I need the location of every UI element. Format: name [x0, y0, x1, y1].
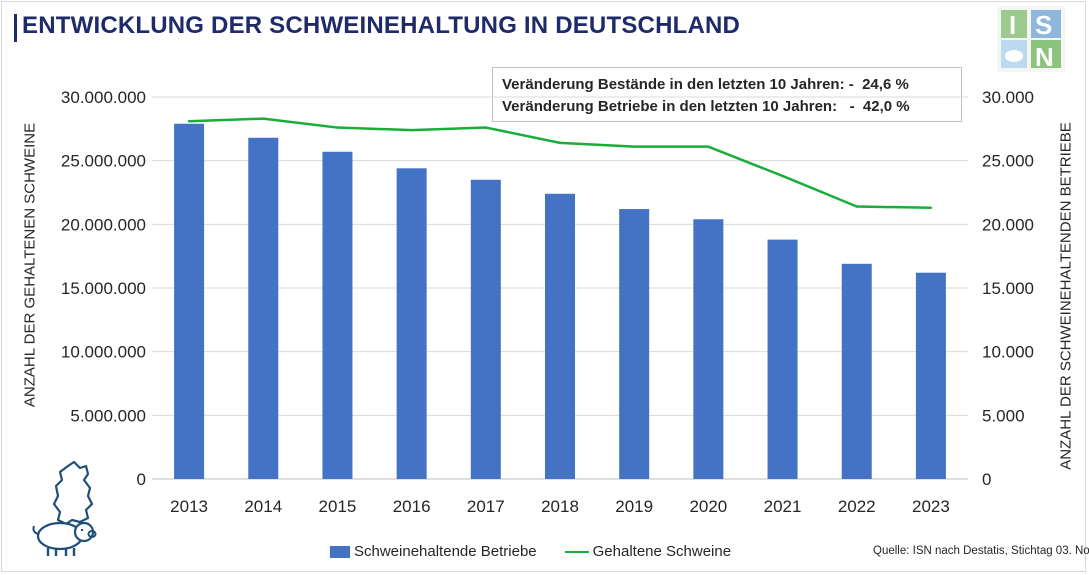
- legend-bar-swatch: [330, 545, 350, 558]
- y-right-tick-label: 30.000: [982, 88, 1034, 107]
- legend: Schweinehaltende Betriebe Gehaltene Schw…: [330, 543, 731, 560]
- line-point: [336, 126, 339, 129]
- y-left-tick-label: 0: [137, 470, 146, 489]
- line-point: [558, 141, 562, 145]
- legend-bar-label: Schweinehaltende Betriebe: [354, 543, 537, 560]
- x-tick-label: 2022: [838, 497, 876, 516]
- svg-text:N: N: [1035, 42, 1054, 72]
- x-tick-label: 2019: [615, 497, 653, 516]
- bar: [915, 272, 946, 479]
- bar: [396, 168, 427, 479]
- line-point: [262, 117, 265, 120]
- line-point: [187, 119, 191, 123]
- line-point: [855, 205, 858, 208]
- y-right-tick-label: 25.000: [982, 152, 1034, 171]
- bar: [841, 263, 872, 479]
- bar: [693, 219, 724, 480]
- y-left-tick-label: 15.000.000: [61, 279, 146, 298]
- legend-line-label: Gehaltene Schweine: [592, 543, 732, 560]
- source-note: Quelle: ISN nach Destatis, Stichtag 03. …: [873, 545, 1089, 557]
- svg-text:S: S: [1035, 10, 1052, 40]
- x-tick-label: 2021: [764, 497, 802, 516]
- x-tick-label: 2018: [541, 497, 579, 516]
- info-line-farms: Veränderung Betriebe in den letzten 10 J…: [502, 98, 910, 115]
- y-left-tick-label: 5.000.000: [70, 406, 146, 425]
- x-tick-label: 2017: [467, 497, 505, 516]
- x-tick-label: 2015: [319, 497, 357, 516]
- y-right-tick-label: 20.000: [982, 215, 1034, 234]
- legend-line-swatch: [564, 550, 589, 553]
- x-tick-label: 2016: [393, 497, 431, 516]
- line-point: [929, 206, 933, 209]
- line-point: [781, 174, 784, 178]
- x-tick-label: 2020: [689, 497, 727, 516]
- y-right-tick-label: 15.000: [982, 279, 1034, 298]
- bar: [174, 123, 205, 480]
- bar: [248, 137, 279, 479]
- line-point: [632, 145, 636, 148]
- isn-logo: I S N: [997, 6, 1065, 72]
- y-left-tick-label: 30.000.000: [61, 88, 146, 107]
- x-tick-label: 2014: [244, 497, 282, 516]
- y-left-tick-label: 10.000.000: [61, 343, 146, 362]
- svg-text:I: I: [1009, 10, 1016, 40]
- y-right-tick-label: 0: [982, 470, 991, 489]
- pig-germany-icon: [32, 460, 97, 556]
- bar: [322, 151, 353, 479]
- bar: [545, 193, 575, 480]
- y-left-tick-label: 25.000.000: [61, 152, 146, 171]
- line-point: [484, 126, 488, 129]
- line-point: [707, 145, 710, 148]
- bar: [470, 179, 501, 479]
- bar: [767, 239, 798, 479]
- x-tick-label: 2023: [912, 497, 950, 516]
- title-accent-bar: [14, 14, 17, 42]
- y-right-tick-label: 5.000: [982, 406, 1025, 425]
- info-line-stock: Veränderung Bestände in den letzten 10 J…: [502, 76, 909, 93]
- bar: [619, 209, 650, 479]
- y-left-tick-label: 20.000.000: [61, 215, 146, 234]
- chart-title: ENTWICKLUNG DER SCHWEINEHALTUNG IN DEUTS…: [22, 12, 741, 39]
- line-point: [410, 128, 413, 132]
- y-right-tick-label: 10.000: [982, 343, 1034, 362]
- x-tick-label: 2013: [170, 497, 208, 516]
- change-info-box: Veränderung Bestände in den letzten 10 J…: [492, 67, 962, 122]
